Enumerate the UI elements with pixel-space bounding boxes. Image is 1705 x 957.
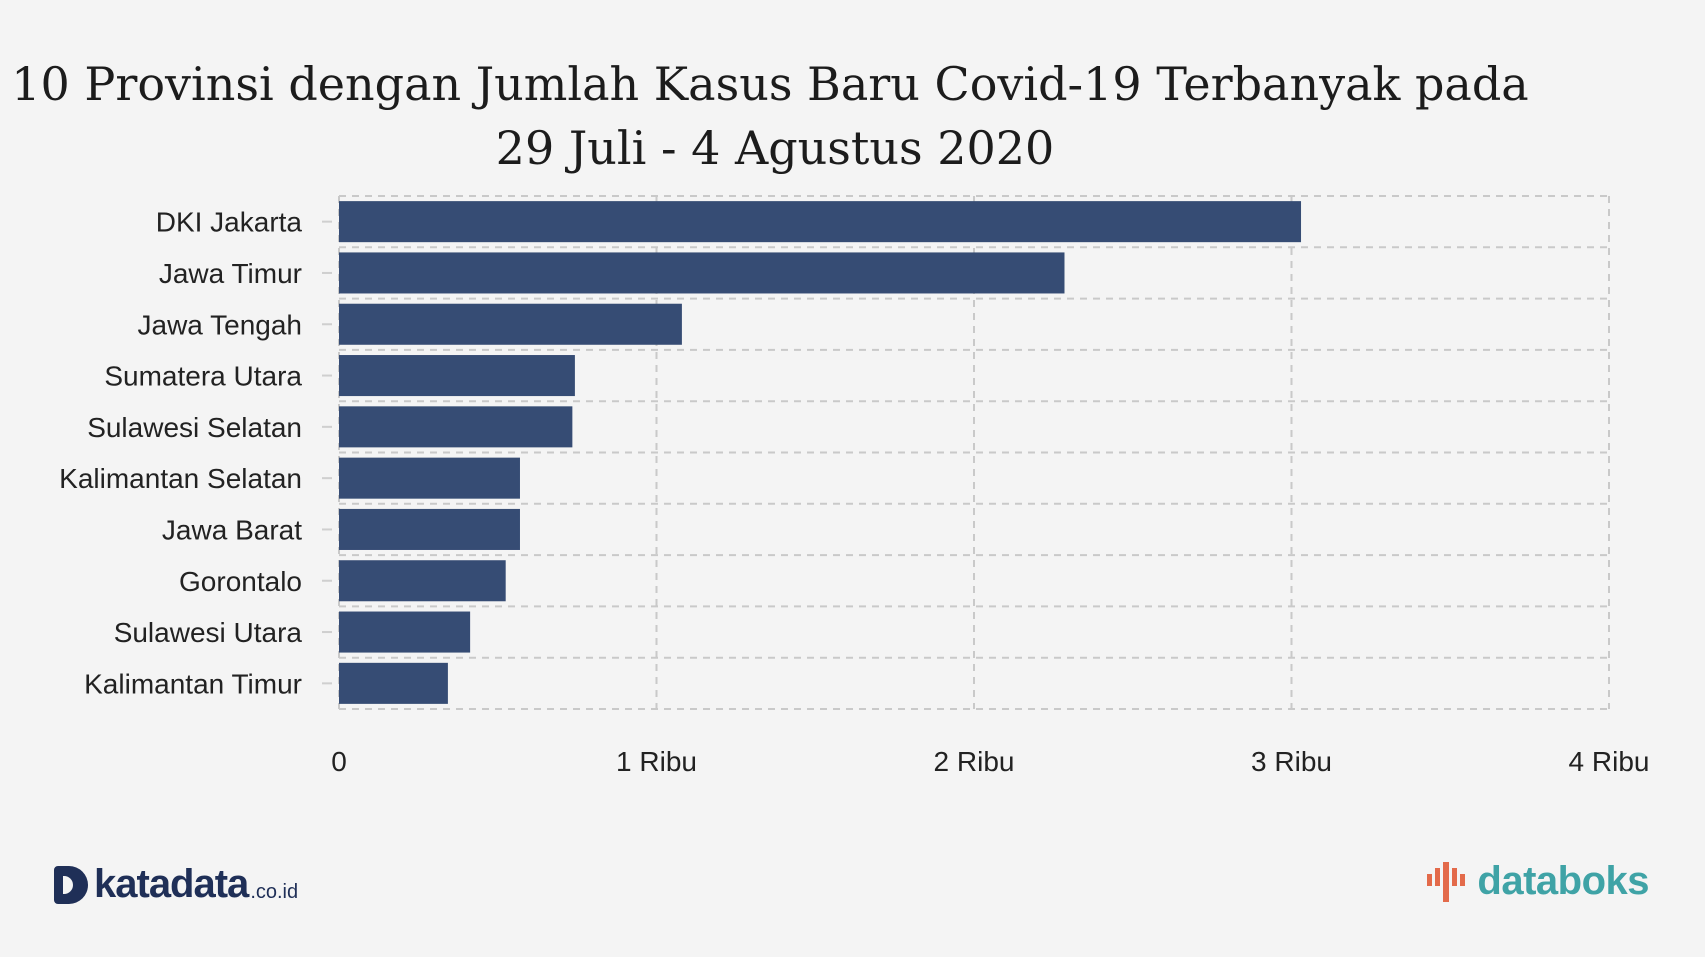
category-label: Sulawesi Selatan — [87, 412, 302, 443]
x-tick-label: 4 Ribu — [1569, 746, 1650, 777]
category-label: Jawa Timur — [159, 258, 302, 289]
bar — [339, 611, 471, 653]
x-tick-label: 3 Ribu — [1251, 746, 1332, 777]
x-tick-label: 0 — [331, 746, 347, 777]
chart-title-line2: 29 Juli - 4 Agustus 2020 — [495, 121, 1055, 175]
category-label: Gorontalo — [179, 566, 302, 597]
category-label: Jawa Tengah — [138, 309, 303, 340]
katadata-logo: katadata .co.id — [54, 860, 298, 904]
bar — [339, 457, 520, 499]
bar — [339, 560, 506, 602]
category-label: DKI Jakarta — [156, 207, 303, 238]
bar — [339, 252, 1065, 294]
x-tick-label: 2 Ribu — [934, 746, 1015, 777]
databoks-logo-icon — [1427, 862, 1466, 902]
bar — [339, 662, 448, 704]
bar — [339, 508, 520, 550]
databoks-logo: databoks — [1425, 856, 1649, 906]
bar — [339, 355, 575, 397]
bar — [339, 303, 682, 345]
katadata-logo-icon — [54, 866, 88, 904]
bar — [339, 406, 573, 448]
x-tick-label: 1 Ribu — [616, 746, 697, 777]
chart-title: 10 Provinsi dengan Jumlah Kasus Baru Cov… — [0, 52, 1540, 180]
category-label: Sumatera Utara — [104, 361, 302, 392]
bar — [339, 201, 1302, 243]
category-label: Sulawesi Utara — [114, 617, 303, 648]
chart-title-line1: 10 Provinsi dengan Jumlah Kasus Baru Cov… — [11, 57, 1529, 111]
katadata-brand-text: katadata — [94, 862, 249, 906]
katadata-domain-text: .co.id — [250, 881, 299, 903]
databoks-brand-text: databoks — [1477, 858, 1649, 903]
category-label: Kalimantan Selatan — [59, 463, 302, 494]
category-label: Jawa Barat — [162, 514, 302, 545]
category-label: Kalimantan Timur — [84, 668, 302, 699]
